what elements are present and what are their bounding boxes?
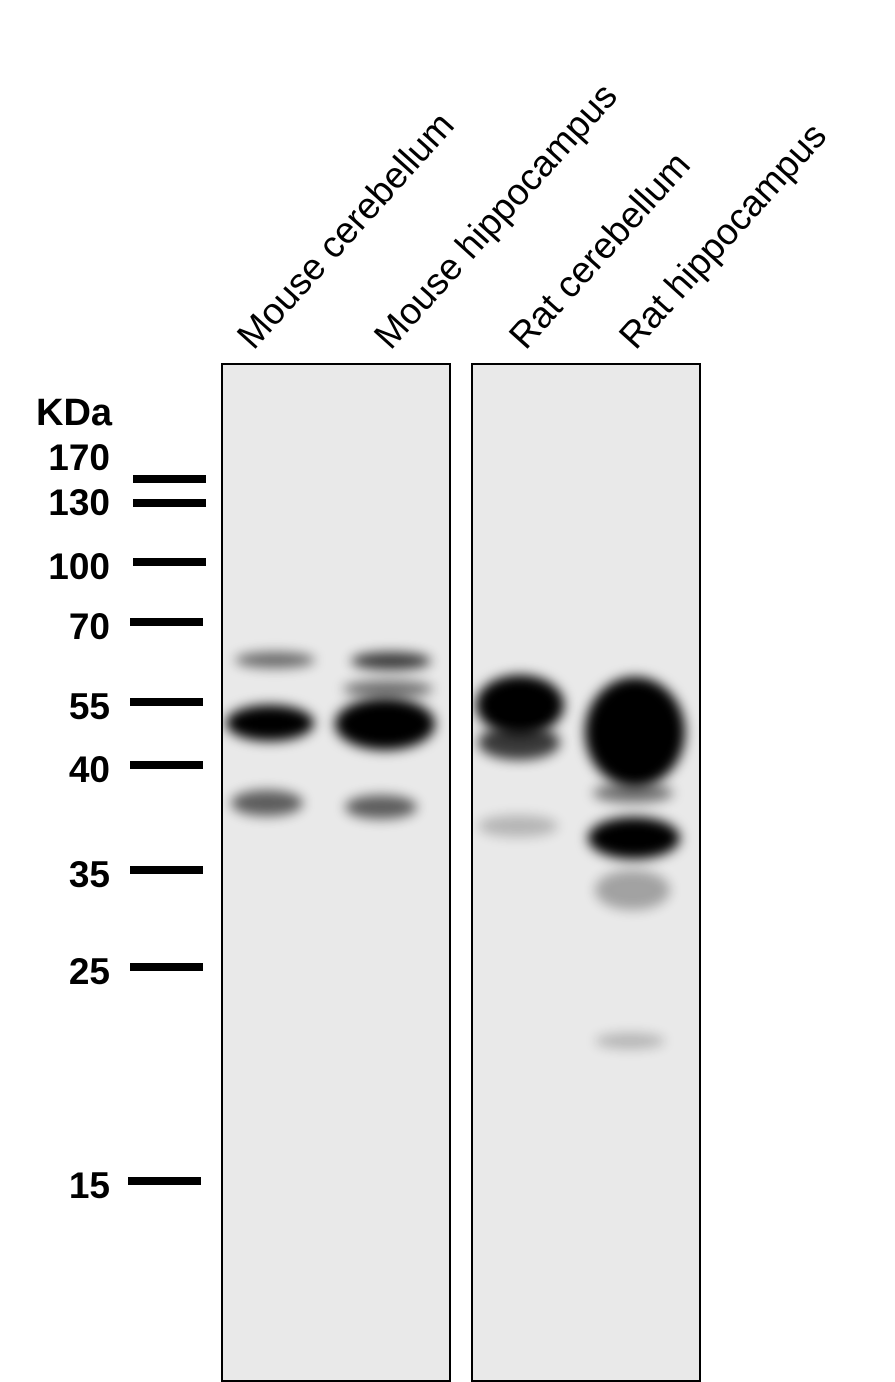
- band: [595, 870, 670, 910]
- marker-bar-70: [130, 618, 203, 626]
- marker-label-25: 25: [68, 951, 110, 992]
- marker-bar-40: [130, 761, 203, 769]
- band: [335, 698, 435, 750]
- marker-bar-130: [133, 499, 206, 507]
- band: [595, 1033, 665, 1049]
- marker-label-40: 40: [68, 749, 110, 790]
- lane-label-mouse-hippocampus: Mouse hippocampus: [366, 75, 625, 357]
- band: [235, 652, 315, 668]
- band: [351, 652, 431, 670]
- marker-bar-100: [133, 558, 206, 566]
- marker-label-70: 70: [68, 606, 110, 647]
- band: [593, 783, 673, 803]
- marker-bar-15: [128, 1177, 201, 1185]
- marker-label-55: 55: [68, 686, 110, 727]
- marker-label-130: 130: [48, 482, 110, 523]
- band: [226, 705, 314, 741]
- band: [343, 680, 433, 698]
- band: [478, 725, 560, 760]
- marker-bar-35: [130, 866, 203, 874]
- marker-label-35: 35: [68, 854, 110, 895]
- marker-label-15: 15: [68, 1165, 110, 1206]
- marker-bar-25: [130, 963, 203, 971]
- band: [478, 815, 558, 837]
- band: [585, 677, 685, 787]
- lane-label-rat-hippocampus: Rat hippocampus: [611, 114, 835, 357]
- unit-label: KDa: [36, 392, 113, 434]
- blot-panel-mouse: [221, 363, 451, 1382]
- band: [588, 817, 680, 859]
- band: [231, 790, 303, 816]
- blot-panel-rat: [471, 363, 701, 1382]
- marker-bar-55: [130, 698, 203, 706]
- band: [345, 795, 417, 819]
- marker-label-100: 100: [48, 546, 110, 587]
- marker-bar-170: [133, 475, 206, 483]
- marker-label-170: 170: [48, 437, 110, 478]
